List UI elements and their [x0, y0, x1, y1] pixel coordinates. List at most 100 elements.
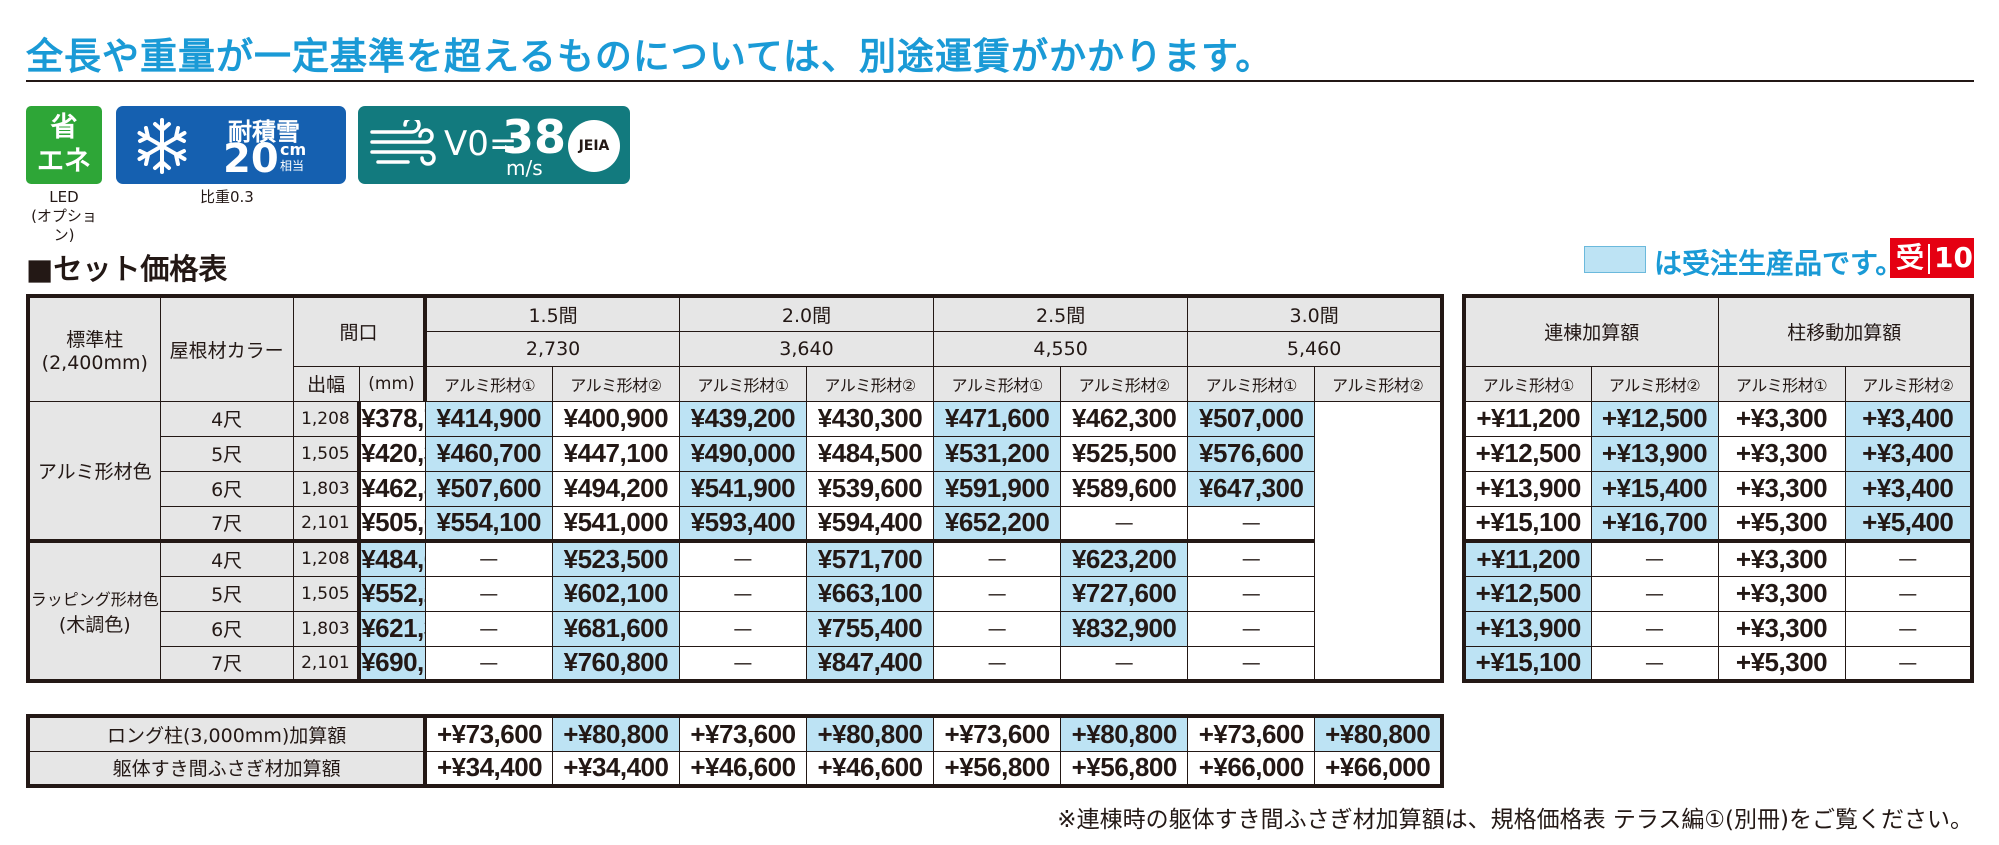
- post-move-header: 柱移動加算額: [1717, 295, 1973, 367]
- post-move-price: —: [1844, 575, 1973, 612]
- price-cell: ¥484,500: [805, 435, 935, 472]
- post-move-price: +¥3,300: [1717, 575, 1846, 612]
- price-rows: アルミ形材色4尺1,208¥378,700¥414,900¥400,900¥43…: [27, 400, 1442, 682]
- price-cell: ¥589,600: [1060, 470, 1189, 507]
- price-cell: ¥460,700: [424, 435, 553, 472]
- option-label: (オプション): [31, 207, 97, 244]
- made-to-order-legend: は受注生産品です。: [1654, 247, 1904, 280]
- mm-header: (mm): [358, 365, 426, 402]
- price-cell: —: [424, 575, 553, 612]
- price-table: 標準柱 (2,400mm) 屋根材カラー 間口 1.5間 2.0間 2.5間 3…: [26, 294, 1444, 683]
- price-cell: ¥541,000: [551, 505, 680, 542]
- price-cell: —: [678, 645, 807, 682]
- price-cell: —: [1187, 645, 1316, 682]
- price-cell: ¥400,900: [551, 400, 680, 437]
- price-cell: ¥462,800: [357, 470, 426, 507]
- standard-post-cell: 標準柱 (2,400mm): [27, 295, 161, 402]
- price-cell: —: [424, 645, 553, 682]
- price-cell: ¥593,400: [678, 505, 807, 542]
- price-cell: —: [1187, 505, 1316, 542]
- post-move-price: +¥5,300: [1717, 645, 1846, 682]
- material-header: アルミ形材②: [1844, 365, 1973, 402]
- span-mm-2: 3,640: [678, 330, 935, 367]
- led-label: LED: [49, 188, 79, 206]
- extra-price: +¥66,000: [1314, 750, 1443, 787]
- price-cell: ¥494,200: [551, 470, 680, 507]
- projection-shaku: 7尺: [159, 645, 294, 682]
- extras-rows: ロング柱(3,000mm)加算額 +¥73,600 +¥80,800 +¥73,600…: [27, 715, 1443, 787]
- span-ken-1: 1.5間: [423, 295, 680, 332]
- projection-shaku: 5尺: [159, 575, 294, 612]
- span-ken-2: 2.0間: [678, 295, 935, 332]
- material-header: アルミ形材②: [1060, 365, 1189, 402]
- price-cell: —: [424, 610, 553, 647]
- material-header: アルミ形材①: [1717, 365, 1846, 402]
- row-connect-price: —: [1590, 610, 1719, 647]
- span-mm-4: 5,460: [1187, 330, 1443, 367]
- price-cell: —: [678, 610, 807, 647]
- roof-color-cell: アルミ形材色: [27, 400, 161, 542]
- price-cell: —: [1060, 645, 1189, 682]
- post-move-price: +¥3,300: [1717, 539, 1846, 577]
- span-ken-4: 3.0間: [1187, 295, 1443, 332]
- post-move-price: —: [1844, 645, 1973, 682]
- extra-price: +¥80,800: [1060, 715, 1189, 752]
- post-move-price: +¥3,300: [1717, 470, 1846, 507]
- material-header: アルミ形材①: [423, 365, 553, 402]
- extra-label: 躯体すき間ふさぎ材加算額: [27, 750, 426, 787]
- price-cell: ¥623,200: [1060, 539, 1189, 577]
- price-cell: ¥760,800: [551, 645, 680, 682]
- span-mm-3: 4,550: [933, 330, 1189, 367]
- frontage-header: 間口: [292, 295, 426, 367]
- price-cell: ¥507,600: [424, 470, 553, 507]
- material-header: アルミ形材②: [805, 365, 935, 402]
- price-cell: ¥505,000: [357, 505, 426, 542]
- price-cell: ¥552,200: [357, 575, 426, 612]
- energy-saving-caption: LED (オプション): [26, 188, 102, 245]
- order-mark-badge: 受 10: [1890, 238, 1974, 278]
- price-cell: ¥690,100: [357, 645, 426, 682]
- divider: [26, 80, 1974, 82]
- projection-mm: 1,208: [292, 400, 360, 437]
- post-move-price: +¥3,400: [1844, 470, 1973, 507]
- row-connect-price: +¥15,100: [1463, 505, 1592, 542]
- price-cell: —: [678, 539, 807, 577]
- price-cell: ¥490,000: [678, 435, 807, 472]
- row-connect-price: +¥12,500: [1463, 575, 1592, 612]
- material-header: アルミ形材②: [1590, 365, 1719, 402]
- price-cell: ¥471,600: [933, 400, 1062, 437]
- roof-color-sublabel: (木調色): [58, 613, 131, 636]
- price-cell: ¥755,400: [805, 610, 935, 647]
- price-cell: ¥591,900: [933, 470, 1062, 507]
- material-header: アルミ形材①: [1187, 365, 1316, 402]
- price-cell: ¥541,900: [678, 470, 807, 507]
- price-cell: ¥420,300: [357, 435, 426, 472]
- material-header: アルミ形材②: [551, 365, 680, 402]
- extra-price: +¥56,800: [1060, 750, 1189, 787]
- section-title: ■セット価格表: [26, 252, 228, 286]
- energy-saving-line2: エネ: [37, 146, 91, 177]
- snow-load-value: 20: [223, 136, 279, 182]
- price-cell: ¥727,600: [1060, 575, 1189, 612]
- roof-color-cell: ラッピング形材色 (木調色): [27, 539, 161, 682]
- price-cell: ¥447,100: [551, 435, 680, 472]
- price-cell: —: [933, 610, 1062, 647]
- made-to-order-swatch: [1584, 246, 1646, 273]
- extra-price: +¥80,800: [1314, 715, 1443, 752]
- price-cell: ¥523,500: [551, 539, 680, 577]
- standard-post-length: (2,400mm): [41, 351, 148, 374]
- price-cell: ¥681,600: [551, 610, 680, 647]
- row-connect-price: —: [1590, 539, 1719, 577]
- projection-mm: 1,803: [292, 470, 360, 507]
- addon-table: 連棟加算額 柱移動加算額 アルミ形材① アルミ形材② アルミ形材① アルミ形材②…: [1462, 294, 1975, 683]
- row-connect-price: —: [1590, 575, 1719, 612]
- projection-mm: 1,208: [292, 539, 360, 577]
- order-mark-separator: [1928, 244, 1931, 274]
- span-mm-1: 2,730: [423, 330, 680, 367]
- row-connect-price: +¥13,900: [1463, 470, 1592, 507]
- price-cell: ¥462,300: [1060, 400, 1189, 437]
- energy-saving-line1: 省: [50, 112, 78, 143]
- price-cell: ¥378,700: [357, 400, 426, 437]
- projection-shaku: 5尺: [159, 435, 294, 472]
- standard-post-label: 標準柱: [66, 328, 124, 351]
